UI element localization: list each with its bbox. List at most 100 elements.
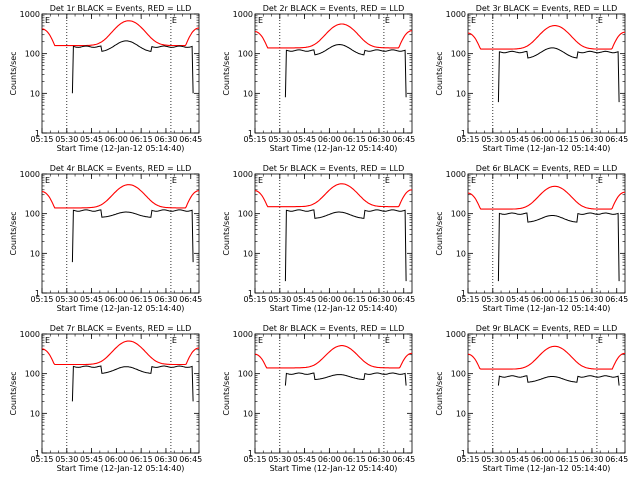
events-series-line [71,365,194,402]
x-tick-label: 06:00 [105,455,128,464]
x-tick-label: 06:45 [392,135,415,144]
x-tick-label: 06:30 [580,295,603,304]
events-series-line [284,209,407,282]
x-axis-label: Start Time (12-Jan-12 05:14:40) [483,144,611,153]
marker-right: E [598,16,603,25]
panel-title: Det 1r BLACK = Events, RED = LLD [50,4,192,13]
events-series-line [284,372,407,386]
x-tick-label: 05:15 [30,455,53,464]
y-tick-label: 1 [35,289,40,298]
events-series-line [71,209,194,263]
marker-right: E [172,336,177,345]
lld-series-line [254,345,413,369]
y-tick-label: 1 [248,129,253,138]
y-tick-label: 100 [25,370,40,379]
detector-panel: Det 3r BLACK = Events, RED = LLD 1 10 100 10… [435,4,628,153]
x-tick-label: 05:30 [481,295,504,304]
x-tick-label: 05:45 [80,295,103,304]
panel-title: Det 8r BLACK = Events, RED = LLD [263,324,405,333]
y-tick-label: 1000 [20,10,40,19]
y-axis-label: Counts/sec [435,211,444,255]
x-tick-label: 06:30 [367,455,390,464]
y-axis-label: Counts/sec [9,211,18,255]
x-tick-label: 06:00 [318,455,341,464]
marker-right: E [385,176,390,185]
x-tick-label: 06:30 [154,135,177,144]
x-tick-label: 05:30 [268,455,291,464]
marker-right: E [385,336,390,345]
y-tick-label: 10 [30,89,40,98]
x-tick-label: 05:15 [456,455,479,464]
y-tick-label: 100 [25,50,40,59]
marker-right: E [598,176,603,185]
x-tick-label: 06:15 [556,295,579,304]
events-series-line [497,47,620,103]
x-tick-label: 05:45 [506,455,529,464]
marker-right: E [385,16,390,25]
y-axis-label: Counts/sec [9,51,18,95]
lld-series-line [254,183,413,208]
detector-panel: Det 5r BLACK = Events, RED = LLD 1 10 100 10… [222,164,415,313]
marker-left: E [471,16,476,25]
y-tick-label: 1 [248,449,253,458]
y-axis-label: Counts/sec [9,371,18,415]
marker-left: E [258,16,263,25]
y-tick-label: 100 [238,370,253,379]
marker-left: E [45,336,50,345]
marker-left: E [258,336,263,345]
x-tick-label: 06:15 [130,135,153,144]
marker-right: E [172,16,177,25]
lld-series-line [467,25,625,50]
x-tick-label: 06:00 [531,455,554,464]
y-tick-label: 10 [456,89,466,98]
x-tick-label: 06:15 [343,455,366,464]
plot-frame [41,13,200,134]
x-tick-label: 06:30 [580,135,603,144]
lld-series-line [41,184,199,209]
x-tick-label: 05:30 [481,455,504,464]
x-tick-label: 05:15 [243,455,266,464]
detector-panel: Det 1r BLACK = Events, RED = LLD 1 10 100 10… [9,4,202,153]
x-tick-label: 05:45 [506,135,529,144]
x-tick-label: 05:30 [55,295,78,304]
y-tick-label: 1000 [446,330,466,339]
y-tick-label: 10 [243,89,253,98]
y-tick-label: 10 [456,249,466,258]
x-tick-label: 06:30 [154,295,177,304]
plot-frame [467,173,626,294]
events-series-line [497,375,620,386]
lld-series-line [41,20,199,47]
plot-frame [467,13,626,134]
y-tick-label: 1 [248,289,253,298]
x-tick-label: 05:45 [293,295,316,304]
x-tick-label: 05:15 [456,135,479,144]
y-tick-label: 100 [238,50,253,59]
y-tick-label: 10 [456,409,466,418]
x-tick-label: 06:15 [556,135,579,144]
x-tick-label: 05:30 [481,135,504,144]
marker-right: E [598,336,603,345]
x-tick-label: 06:45 [605,135,628,144]
x-tick-label: 06:45 [392,295,415,304]
x-axis-label: Start Time (12-Jan-12 05:14:40) [57,304,185,313]
plot-frame [467,333,626,454]
x-tick-label: 06:15 [130,295,153,304]
y-axis-label: Counts/sec [222,211,231,255]
x-tick-label: 06:00 [318,135,341,144]
x-tick-label: 05:30 [268,135,291,144]
x-tick-label: 06:45 [179,295,202,304]
y-tick-label: 1 [461,449,466,458]
marker-left: E [45,16,50,25]
plot-frame [254,13,413,134]
x-tick-label: 05:30 [55,455,78,464]
marker-right: E [172,176,177,185]
panel-title: Det 2r BLACK = Events, RED = LLD [263,4,405,13]
y-axis-label: Counts/sec [435,51,444,95]
detector-panel: Det 6r BLACK = Events, RED = LLD 1 10 100 10… [435,164,628,313]
x-tick-label: 06:15 [556,455,579,464]
panel-title: Det 7r BLACK = Events, RED = LLD [50,324,192,333]
x-tick-label: 06:00 [105,295,128,304]
panel-title: Det 9r BLACK = Events, RED = LLD [476,324,618,333]
